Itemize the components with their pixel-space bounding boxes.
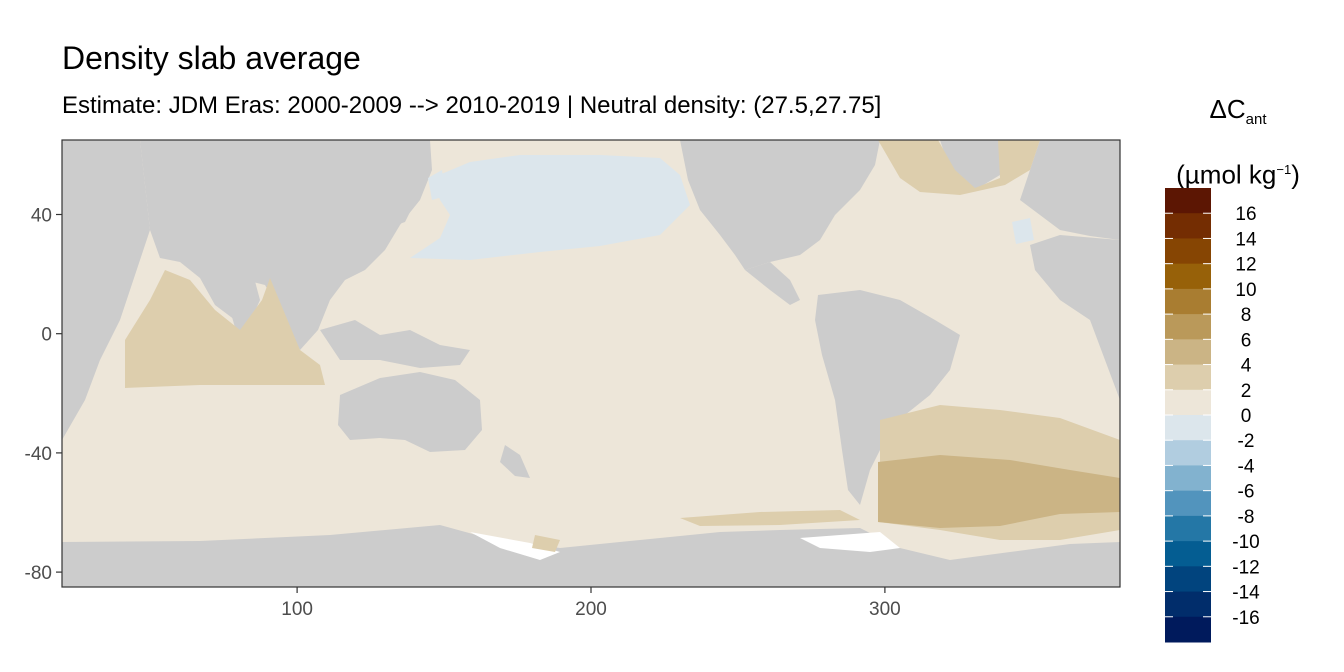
legend-unit: (µmol kg−1) (1176, 159, 1300, 190)
legend-label: 10 (1235, 280, 1256, 301)
legend-swatch (1165, 263, 1211, 290)
legend-label: -16 (1232, 608, 1259, 629)
region-north-atlantic (878, 140, 1040, 195)
legend-swatch (1165, 288, 1211, 315)
legend-variable: ΔCant (1209, 94, 1267, 129)
y-tick-label: -40 (25, 444, 52, 465)
region-atlantic-patch (1012, 218, 1034, 244)
australia-land (338, 372, 482, 452)
legend-label: -2 (1238, 431, 1255, 452)
legend-label: -6 (1238, 482, 1255, 503)
legend-label: -14 (1232, 583, 1260, 604)
legend-swatch (1165, 389, 1211, 416)
legend-label: -4 (1238, 456, 1255, 477)
antarctic-ice-gap (800, 532, 900, 552)
legend-swatch (1165, 616, 1211, 643)
map-panel (62, 140, 1120, 587)
legend-swatch (1165, 440, 1211, 466)
y-tick-label: 0 (41, 325, 52, 346)
y-axis: 40 0 -40 -80 (25, 206, 62, 584)
y-tick-label: -80 (25, 563, 52, 584)
legend-label: 16 (1235, 204, 1256, 225)
legend-swatch (1165, 515, 1211, 542)
africa-land (62, 140, 150, 440)
legend-swatch (1165, 339, 1211, 366)
x-tick-label: 200 (575, 599, 607, 620)
region-ross-patch (532, 535, 560, 552)
map-subtitle: Estimate: JDM Eras: 2000-2009 --> 2010-2… (62, 92, 882, 119)
region-north-pacific (410, 155, 690, 260)
region-north-pacific-patch (428, 170, 446, 200)
maritime-continent-land (320, 320, 470, 368)
legend-swatch (1165, 364, 1211, 391)
legend-swatch (1165, 490, 1211, 517)
legend-label: 8 (1241, 305, 1252, 326)
map-title: Density slab average (62, 40, 361, 76)
europe-land (1020, 140, 1120, 240)
central-america-land (745, 262, 800, 305)
legend-label: 14 (1235, 229, 1257, 250)
greenland-land (940, 140, 1005, 190)
north-america-land (680, 140, 880, 270)
legend-swatch (1165, 591, 1211, 618)
legend-colorbar: 16 14 12 10 8 6 4 2 0 -2 -4 -6 -8 -10 -12 -14 -16 (1165, 188, 1260, 643)
legend-swatch (1165, 566, 1211, 593)
antarctic-ice-gap (470, 532, 560, 560)
region-indian-ocean (125, 270, 325, 388)
legend-swatch (1165, 541, 1211, 567)
x-tick-label: 300 (869, 599, 901, 620)
legend-label: 4 (1241, 356, 1252, 377)
legend-swatch (1165, 465, 1211, 492)
legend-label: -12 (1232, 557, 1259, 578)
japan-land (388, 178, 420, 228)
legend-swatch (1165, 314, 1211, 340)
region-southern-streak (680, 510, 860, 526)
legend-label: -8 (1238, 507, 1255, 528)
region-south-atlantic-core (878, 455, 1120, 528)
legend-label: 6 (1241, 330, 1252, 351)
x-axis: 100 200 300 (281, 587, 901, 620)
legend-label: -10 (1232, 532, 1259, 553)
legend-swatch (1165, 238, 1211, 265)
legend-label: 2 (1241, 381, 1252, 402)
legend-label: 0 (1241, 406, 1252, 427)
legend-swatch (1165, 415, 1211, 441)
new-zealand-land (500, 445, 530, 478)
y-tick-label: 40 (31, 206, 52, 227)
legend-title: ΔCant (µmol kg−1) (1160, 84, 1316, 200)
legend-swatch (1165, 188, 1211, 214)
india-land (228, 270, 260, 345)
south-america-land (815, 290, 960, 505)
asia-land (140, 140, 432, 350)
legend-label: 12 (1235, 255, 1256, 276)
legend-swatch (1165, 213, 1211, 239)
x-tick-label: 100 (281, 599, 313, 620)
africa-right-land (1030, 235, 1120, 400)
